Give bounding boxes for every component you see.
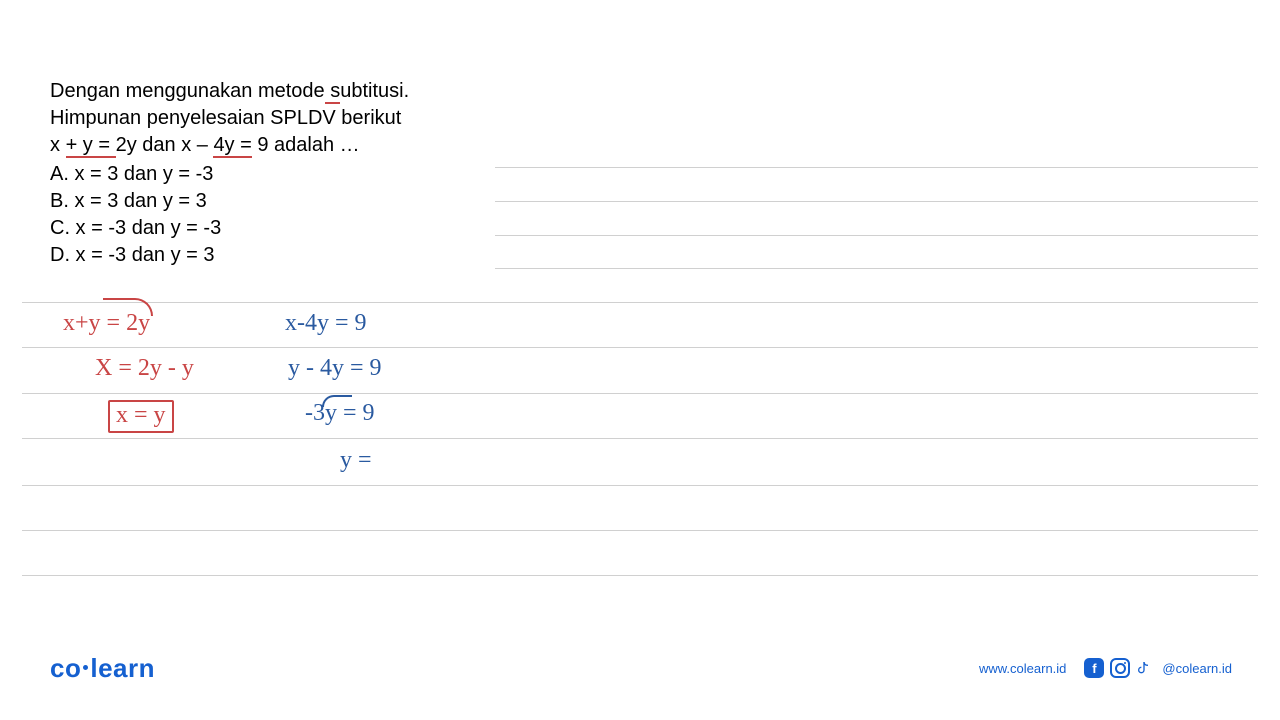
logo-text-part1: co — [50, 653, 81, 683]
handwriting-red-eq1: x+y = 2y — [63, 310, 150, 337]
footer: colearn www.colearn.id f @colearn.id — [0, 648, 1280, 688]
boxed-answer: x = y — [108, 400, 174, 433]
ruled-line — [22, 575, 1258, 576]
ruled-line — [495, 268, 1258, 269]
website-link[interactable]: www.colearn.id — [979, 661, 1066, 676]
tiktok-icon[interactable] — [1136, 658, 1156, 678]
option-a: A. x = 3 dan y = -3 — [50, 161, 470, 188]
logo: colearn — [50, 653, 155, 684]
ruled-line — [495, 201, 1258, 202]
option-d: D. x = -3 dan y = 3 — [50, 242, 470, 269]
ruled-line — [22, 347, 1258, 348]
handwriting-blue-eq1: x-4y = 9 — [285, 310, 367, 337]
q-underline: s — [325, 80, 341, 104]
handwriting-red-eq2: X = 2y - y — [95, 355, 194, 382]
handwriting-blue-eq3: -3y = 9 — [305, 400, 375, 427]
q-text: Dengan menggunakan metode — [50, 80, 325, 102]
question-line-1: Dengan menggunakan metode subtitusi. — [50, 78, 470, 105]
question-block: Dengan menggunakan metode subtitusi. Him… — [50, 78, 470, 269]
ruled-line — [22, 302, 1258, 303]
footer-right: www.colearn.id f @colearn.id — [979, 658, 1232, 678]
q-underline: 4y = — [213, 134, 251, 158]
ruled-line — [22, 485, 1258, 486]
handwriting-blue-eq4: y = — [340, 447, 372, 474]
options-block: A. x = 3 dan y = -3 B. x = 3 dan y = 3 C… — [50, 161, 470, 269]
instagram-icon[interactable] — [1110, 658, 1130, 678]
q-text: 9 adalah … — [252, 134, 360, 156]
logo-text-part2: learn — [90, 653, 155, 683]
ruled-line — [22, 530, 1258, 531]
ruled-line — [495, 235, 1258, 236]
social-icons: f @colearn.id — [1084, 658, 1232, 678]
ruled-line — [22, 438, 1258, 439]
ruled-line — [22, 393, 1258, 394]
handwriting-blue-eq2: y - 4y = 9 — [288, 355, 382, 382]
option-c: C. x = -3 dan y = -3 — [50, 215, 470, 242]
logo-dot-icon — [83, 665, 88, 670]
q-underline: + y = — [66, 134, 116, 158]
question-line-3: x + y = 2y dan x – 4y = 9 adalah … — [50, 132, 470, 159]
option-b: B. x = 3 dan y = 3 — [50, 188, 470, 215]
handwriting-red-eq3: x = y — [108, 400, 174, 433]
q-text: x — [50, 134, 66, 156]
question-line-2: Himpunan penyelesaian SPLDV berikut — [50, 105, 470, 132]
facebook-icon[interactable]: f — [1084, 658, 1104, 678]
q-text: 2y dan x – — [116, 134, 214, 156]
ruled-line — [495, 167, 1258, 168]
social-handle: @colearn.id — [1162, 661, 1232, 676]
q-text: ubtitusi. — [340, 80, 409, 102]
